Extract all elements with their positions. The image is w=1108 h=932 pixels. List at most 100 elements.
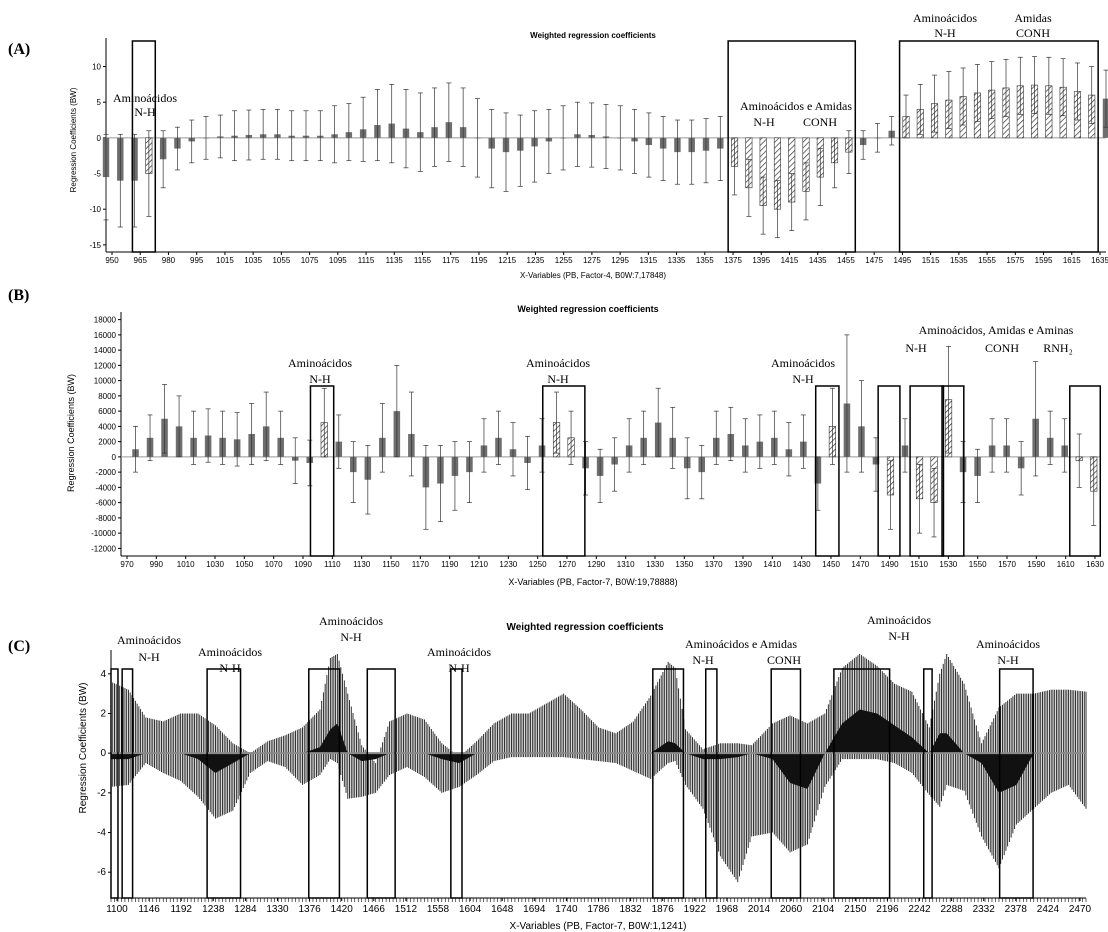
panel-b-annotation-nh-4: N-H — [905, 341, 927, 355]
b-x-tick-label: 1090 — [294, 560, 312, 569]
b-y-tick-label: -6000 — [96, 499, 117, 508]
c-y-tick-label: -6 — [97, 867, 106, 878]
panel-a-annotation-aminoacidos-1: Aminoácidos — [113, 91, 177, 105]
b-x-tick-label: 990 — [150, 560, 164, 569]
panel-b-annotation-aminoacidos-amidas-aminas: Aminoácidos, Amidas e Aminas — [919, 323, 1074, 337]
b-x-tick-label: 1250 — [529, 560, 547, 569]
b-y-tick-label: -4000 — [96, 483, 117, 492]
a-x-tick-label: 1275 — [583, 256, 601, 265]
b-x-tick-label: 1050 — [235, 560, 253, 569]
a-x-tick-label: 1495 — [894, 256, 912, 265]
panel-c-annotation-aminoacidos-3: Aminoácidos — [319, 614, 383, 628]
c-x-tick-label: 2242 — [908, 904, 931, 915]
c-highlight-box — [450, 668, 463, 899]
c-x-tick-label: 2288 — [940, 904, 963, 915]
panel-a-annotation-nh-3: N-H — [934, 26, 956, 40]
b-x-tick-label: 1170 — [412, 560, 430, 569]
panel-c-annotation-nh-6: N-H — [888, 629, 910, 643]
a-x-tick-label: 1055 — [272, 256, 290, 265]
a-x-tick-label: 1035 — [244, 256, 262, 265]
b-x-tick-label: 1490 — [881, 560, 899, 569]
c-highlight-box — [121, 668, 134, 899]
panel-c-annotation-nh-7: N-H — [997, 653, 1019, 667]
panel-b-ylabel: Regression Coefficients (BW) — [66, 374, 76, 492]
panel-c-annotation-aminoacidos-2: Aminoácidos — [198, 645, 262, 659]
b-x-tick-label: 1270 — [558, 560, 576, 569]
panel-c-annotation-aminoacidos-6: Aminoácidos — [976, 637, 1040, 651]
c-highlight-box — [652, 668, 685, 899]
c-x-tick-label: 1376 — [298, 904, 321, 915]
b-x-tick-label: 1310 — [617, 560, 635, 569]
c-highlight-box — [206, 668, 242, 899]
b-y-tick-label: 10000 — [94, 377, 117, 386]
b-x-tick-label: 1130 — [353, 560, 371, 569]
a-highlight-box — [727, 40, 857, 253]
panel-a-title: Weighted regression coefficients — [530, 31, 656, 40]
panel-b-annotation-conh: CONH — [985, 341, 1019, 355]
c-highlight-box — [308, 668, 341, 899]
a-x-tick-label: 965 — [134, 256, 148, 265]
a-x-tick-label: 980 — [162, 256, 176, 265]
a-x-tick-label: 1375 — [724, 256, 742, 265]
a-x-tick-label: 1455 — [837, 256, 855, 265]
c-coefficient-area — [111, 709, 1086, 793]
a-x-tick-label: 1415 — [781, 256, 799, 265]
c-x-tick-label: 1786 — [587, 904, 610, 915]
panel-b-annotation-aminoacidos-2: Aminoácidos — [526, 356, 590, 370]
panel-c-xlabel: X-Variables (PB, Factor-7, B0W:1,1241) — [510, 921, 687, 932]
b-x-tick-label: 1070 — [265, 560, 283, 569]
panel-b-xlabel: X-Variables (PB, Factor-7, B0W:19,78888) — [508, 577, 677, 587]
a-x-tick-label: 1255 — [555, 256, 573, 265]
b-x-tick-label: 1150 — [382, 560, 400, 569]
c-x-tick-label: 1330 — [266, 904, 289, 915]
b-y-tick-label: 8000 — [98, 392, 116, 401]
a-x-tick-label: 1135 — [386, 256, 404, 265]
b-y-tick-label: -10000 — [91, 529, 116, 538]
a-x-tick-label: 1015 — [216, 256, 234, 265]
panel-a-annotation-aminoacidos-3: Aminoácidos — [913, 11, 977, 25]
c-x-tick-label: 1466 — [363, 904, 386, 915]
b-y-tick-label: 2000 — [98, 438, 116, 447]
a-x-tick-label: 1535 — [950, 256, 968, 265]
b-x-tick-label: 1230 — [499, 560, 517, 569]
c-x-tick-label: 1968 — [716, 904, 739, 915]
a-x-tick-label: 1575 — [1006, 256, 1024, 265]
c-x-tick-label: 1694 — [523, 904, 546, 915]
panel-b-annotation-aminoacidos-3: Aminoácidos — [771, 356, 835, 370]
c-x-tick-label: 2014 — [748, 904, 771, 915]
c-y-tick-label: -4 — [97, 828, 106, 839]
c-x-tick-label: 1876 — [652, 904, 675, 915]
panel-a: (A) Weighted regression coefficients Reg… — [8, 11, 1108, 280]
b-x-tick-label: 1390 — [734, 560, 752, 569]
c-x-tick-label: 2470 — [1069, 904, 1092, 915]
b-y-tick-label: 14000 — [94, 346, 117, 355]
b-x-tick-label: 1210 — [470, 560, 488, 569]
c-x-tick-label: 1832 — [619, 904, 642, 915]
panel-a-annotation-nh-1: N-H — [134, 105, 156, 119]
panel-b-annotation-nh-3: N-H — [792, 372, 814, 386]
c-x-tick-label: 1740 — [555, 904, 578, 915]
panel-a-annotation-conh-1: CONH — [803, 115, 837, 129]
b-x-tick-label: 1350 — [675, 560, 693, 569]
c-x-tick-label: 1146 — [138, 904, 160, 915]
b-highlight-box — [814, 385, 840, 557]
a-y-tick-label: -10 — [89, 205, 101, 214]
c-x-tick-label: 2150 — [844, 904, 867, 915]
b-y-tick-label: -8000 — [96, 514, 117, 523]
b-x-tick-label: 1410 — [763, 560, 781, 569]
a-x-tick-label: 1215 — [498, 256, 516, 265]
b-x-tick-label: 1570 — [998, 560, 1016, 569]
b-x-tick-label: 1110 — [324, 560, 341, 569]
b-y-tick-label: 16000 — [94, 331, 117, 340]
a-y-tick-label: 10 — [92, 63, 101, 72]
c-x-tick-label: 1100 — [106, 904, 128, 915]
c-x-tick-label: 2060 — [780, 904, 803, 915]
b-highlight-box — [542, 385, 586, 557]
b-y-tick-label: 6000 — [98, 407, 116, 416]
c-x-tick-label: 2104 — [812, 904, 835, 915]
panel-c-annotation-nh-1: N-H — [138, 650, 160, 664]
panel-a-letter: (A) — [8, 41, 30, 58]
a-x-tick-label: 1315 — [639, 256, 657, 265]
b-y-tick-label: 4000 — [98, 422, 116, 431]
